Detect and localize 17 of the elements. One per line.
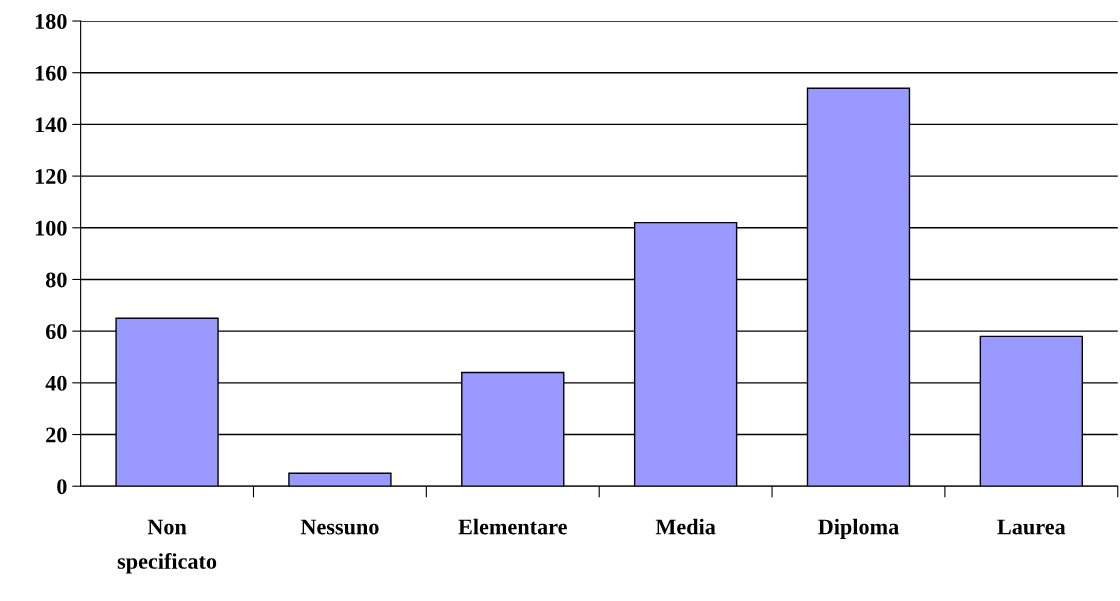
x-tick-label: Media [655,518,716,535]
x-tick-label: Elementare [458,518,567,535]
y-tick-label: 160 [35,65,67,81]
x-tick-label: Non specificato [117,519,217,574]
y-tick-label: 80 [45,272,67,288]
x-tick-label: Nessuno [300,519,379,535]
y-tick-label: 100 [35,220,67,236]
x-tick-label: Diploma [818,518,899,539]
y-tick-label: 60 [45,324,67,340]
y-tick-label: 140 [35,117,67,133]
y-tick-label: 20 [46,427,67,443]
y-tick-label: 120 [35,169,67,185]
bar [288,472,392,487]
y-tick-label: 180 [35,13,67,29]
x-tick-label: Laurea [997,519,1066,535]
y-tick-label: 40 [45,375,67,391]
y-tick-label: 0 [57,479,67,495]
